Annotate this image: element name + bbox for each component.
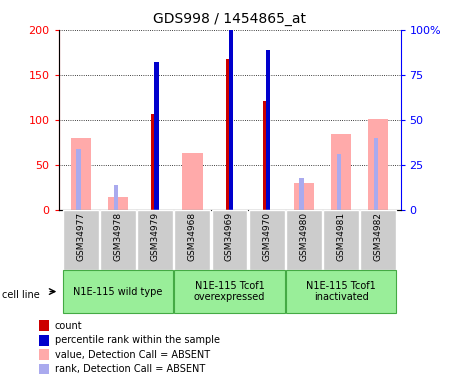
Text: GSM34970: GSM34970 bbox=[262, 212, 271, 261]
Text: cell line: cell line bbox=[2, 290, 40, 300]
Bar bbox=[63, 270, 173, 313]
Text: N1E-115 wild type: N1E-115 wild type bbox=[73, 286, 162, 297]
Bar bbox=[113, 185, 118, 210]
Bar bbox=[182, 153, 202, 210]
Bar bbox=[293, 183, 314, 210]
Bar bbox=[76, 149, 81, 210]
Bar bbox=[286, 210, 322, 270]
Text: GSM34968: GSM34968 bbox=[188, 212, 197, 261]
Bar bbox=[337, 154, 341, 210]
Bar bbox=[100, 210, 136, 270]
Bar bbox=[154, 62, 159, 210]
Text: GSM34980: GSM34980 bbox=[299, 212, 308, 261]
Bar bbox=[39, 364, 49, 374]
Bar bbox=[71, 138, 91, 210]
Bar bbox=[152, 114, 159, 210]
Text: N1E-115 Tcof1
overexpressed: N1E-115 Tcof1 overexpressed bbox=[194, 281, 265, 302]
Text: GSM34982: GSM34982 bbox=[374, 212, 382, 261]
Text: GSM34969: GSM34969 bbox=[225, 212, 234, 261]
Bar bbox=[368, 119, 388, 210]
Bar bbox=[226, 59, 233, 210]
Text: GSM34979: GSM34979 bbox=[151, 212, 160, 261]
Bar bbox=[39, 335, 49, 346]
Bar bbox=[137, 210, 173, 270]
Bar bbox=[249, 210, 284, 270]
Bar bbox=[299, 178, 304, 210]
Bar bbox=[360, 210, 396, 270]
Bar bbox=[63, 210, 99, 270]
Text: GSM34977: GSM34977 bbox=[76, 212, 86, 261]
Bar bbox=[374, 138, 378, 210]
Text: N1E-115 Tcof1
inactivated: N1E-115 Tcof1 inactivated bbox=[306, 281, 376, 302]
Bar bbox=[175, 210, 210, 270]
Text: percentile rank within the sample: percentile rank within the sample bbox=[55, 335, 220, 345]
Bar bbox=[108, 196, 128, 210]
Text: value, Detection Call = ABSENT: value, Detection Call = ABSENT bbox=[55, 350, 210, 360]
Bar bbox=[286, 270, 396, 313]
Text: count: count bbox=[55, 321, 82, 331]
Bar bbox=[39, 349, 49, 360]
Bar bbox=[331, 134, 351, 210]
Bar bbox=[263, 101, 270, 210]
Text: GSM34978: GSM34978 bbox=[113, 212, 122, 261]
Title: GDS998 / 1454865_at: GDS998 / 1454865_at bbox=[153, 12, 306, 26]
Bar bbox=[266, 50, 270, 210]
Bar bbox=[212, 210, 248, 270]
Bar bbox=[323, 210, 359, 270]
Bar bbox=[39, 320, 49, 331]
Bar bbox=[229, 30, 233, 210]
Bar bbox=[174, 270, 285, 313]
Text: rank, Detection Call = ABSENT: rank, Detection Call = ABSENT bbox=[55, 364, 205, 374]
Text: GSM34981: GSM34981 bbox=[337, 212, 346, 261]
